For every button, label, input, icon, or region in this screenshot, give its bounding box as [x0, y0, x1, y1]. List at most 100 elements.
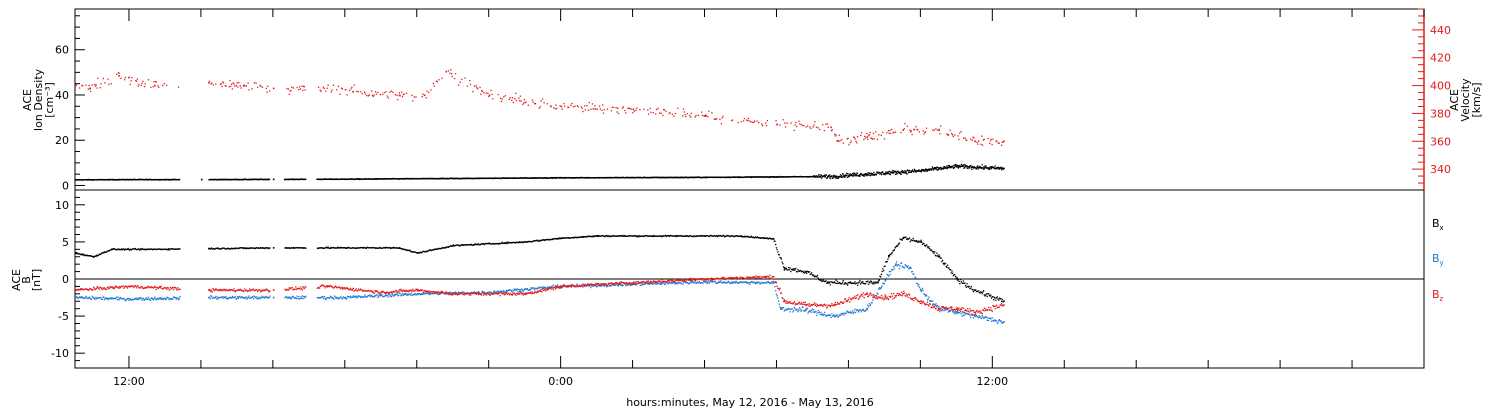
velocity-point — [790, 122, 792, 124]
bx-point — [216, 247, 219, 250]
bx-point — [687, 235, 689, 237]
bx-point — [445, 247, 447, 249]
by-point — [395, 293, 398, 295]
bx-point — [693, 235, 696, 237]
bx-point — [210, 247, 212, 250]
velocity-point — [740, 121, 742, 123]
velocity-point — [917, 129, 919, 131]
by-point — [365, 296, 367, 298]
bx-point — [211, 248, 213, 250]
by-point — [484, 292, 486, 294]
density-point — [906, 173, 908, 175]
by-point — [593, 285, 595, 287]
bx-point — [472, 244, 474, 246]
by-point — [522, 290, 524, 293]
bx-point — [331, 247, 333, 249]
bx-point — [364, 247, 367, 249]
density-point — [947, 164, 950, 167]
by-point — [239, 295, 241, 298]
bx-anchor-point — [772, 238, 775, 240]
bx-point — [357, 247, 359, 249]
by-point — [99, 296, 101, 299]
bx-point — [925, 244, 927, 247]
bx-point — [465, 244, 467, 246]
bx-point — [257, 247, 259, 249]
by-point — [249, 297, 251, 300]
by-point — [234, 296, 236, 298]
bx-point — [121, 249, 124, 251]
bx-point — [210, 247, 213, 249]
by-point — [505, 289, 508, 291]
by-point — [174, 297, 176, 299]
velocity-point — [582, 110, 584, 113]
by-point — [437, 293, 439, 296]
bx-point — [723, 236, 726, 238]
velocity-point — [694, 116, 696, 118]
by-point — [757, 281, 760, 284]
density-point — [880, 173, 883, 176]
density-point — [848, 175, 850, 178]
velocity-point — [298, 89, 300, 91]
by-point — [252, 298, 255, 300]
density-point — [826, 177, 828, 179]
velocity-point — [910, 130, 913, 132]
by-point — [449, 291, 451, 294]
bx-point — [372, 247, 375, 249]
by-point — [412, 293, 414, 296]
velocity-point — [617, 112, 620, 115]
bx-point — [793, 268, 796, 270]
bx-point — [411, 251, 414, 253]
density-point — [934, 167, 936, 169]
density-point — [901, 170, 903, 172]
bx-point — [715, 235, 717, 237]
by-point — [559, 287, 561, 289]
by-point — [786, 309, 788, 311]
by-point — [331, 297, 333, 299]
bx-point — [480, 243, 482, 246]
density-point — [905, 170, 907, 172]
density-point — [953, 166, 956, 169]
by-point — [631, 282, 634, 284]
bx-anchor-point — [560, 237, 563, 240]
bx-point — [387, 247, 389, 249]
density-point — [864, 174, 866, 176]
velocity-point — [818, 128, 821, 131]
by-point — [221, 296, 224, 298]
bx-point — [531, 241, 534, 243]
velocity-point — [833, 133, 836, 135]
by-point — [124, 300, 126, 302]
bx-point — [885, 261, 887, 263]
bx-point — [938, 254, 940, 256]
by-point — [80, 297, 82, 299]
velocity-point — [731, 119, 733, 122]
bx-point — [240, 247, 242, 249]
bx-anchor-point — [416, 252, 419, 254]
by-point — [844, 312, 847, 314]
bx-point — [864, 283, 867, 285]
density-point — [871, 173, 874, 175]
by-point — [791, 308, 793, 310]
by-point — [223, 295, 225, 298]
bx-point — [573, 237, 575, 239]
by-point — [165, 298, 167, 300]
velocity-point — [353, 84, 355, 86]
by-point — [512, 289, 514, 291]
bx-point — [927, 247, 929, 249]
bx-point — [928, 246, 930, 248]
density-point — [854, 175, 856, 177]
bx-point — [523, 241, 526, 243]
bx-point — [677, 235, 679, 237]
bx-point — [782, 266, 785, 268]
bx-point — [803, 271, 805, 274]
bx-point — [880, 276, 882, 278]
bx-point — [967, 286, 970, 288]
velocity-point — [210, 83, 212, 85]
bx-point — [388, 246, 390, 249]
density-point — [829, 177, 831, 180]
by-point — [654, 283, 657, 285]
density-axis-label-line2: Ion Density — [32, 68, 45, 131]
bx-point — [579, 236, 581, 239]
bx-point — [859, 283, 862, 285]
bx-point — [341, 247, 343, 249]
